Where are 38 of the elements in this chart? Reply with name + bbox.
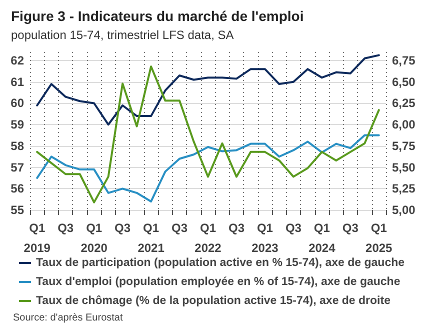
y-tick-label: 58 — [10, 138, 24, 153]
legend-label: Taux de chômage (% de la population active 15-74), axe de droite — [36, 295, 390, 307]
x-tick-label: Q1 2023 — [252, 221, 279, 255]
x-tick-label: Q1 2021 — [138, 221, 165, 255]
x-tick-label: Q1 2024 — [308, 221, 336, 255]
line-series — [36, 54, 380, 126]
x-tick-label: Q3 — [172, 221, 188, 235]
y-tick-label: 55 — [10, 203, 24, 217]
x-tick-label: Q3 — [342, 221, 359, 235]
x-tick-label: Q1 2019 — [24, 221, 51, 255]
x-tick-label: Q3 — [285, 221, 302, 235]
y-tick-label: 60 — [10, 96, 24, 110]
y-tick-label: 62 — [10, 54, 24, 68]
y-tick-label: 59 — [10, 118, 24, 132]
x-tick-label: Q1 2025 — [366, 221, 393, 255]
y2-tick-label: 5,25 — [392, 182, 416, 196]
source-note: Source: d'après Eurostat — [13, 312, 123, 324]
y2-tick-label: 6,25 — [392, 96, 416, 110]
chart-subtitle: population 15-74, trimestriel LFS data, SA — [11, 28, 234, 42]
y2-tick-label: 5,00 — [392, 203, 416, 217]
y2-tick-label: 5,75 — [392, 138, 416, 153]
chart-title: Figure 3 - Indicateurs du marché de l'emploi — [11, 8, 304, 24]
y2-tick-label: 6,00 — [392, 118, 416, 132]
x-tick-label: Q1 2020 — [80, 221, 108, 255]
x-tick-label: Q3 — [228, 221, 245, 235]
y-tick-label: 56 — [10, 182, 24, 196]
y2-tick-label: 6,50 — [392, 74, 416, 89]
y2-tick-label: 5,50 — [392, 160, 416, 174]
x-tick-label: Q3 — [58, 221, 74, 235]
line-series — [36, 66, 380, 204]
y-tick-label: 57 — [10, 160, 24, 174]
x-tick-label: Q3 — [114, 221, 131, 235]
x-tick-label: Q1 2022 — [194, 221, 222, 255]
line-series — [36, 134, 380, 202]
y-tick-label: 61 — [10, 74, 24, 89]
legend-label: Taux d'emploi (population employée en % of 15-74), axe de gauche — [36, 276, 400, 288]
y2-tick-label: 6,75 — [392, 54, 416, 68]
legend-label: Taux de participation (population active en % 15-74), axe de gauche — [36, 257, 405, 269]
